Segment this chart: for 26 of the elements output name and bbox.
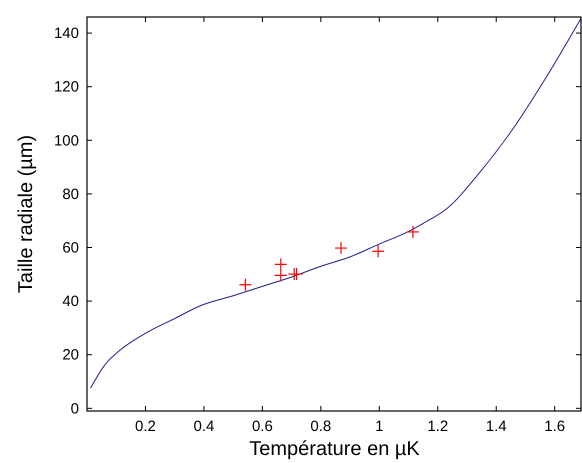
point	[372, 244, 385, 258]
point	[274, 268, 288, 282]
y-tick-label: 140	[54, 25, 79, 42]
y-tick-label: 40	[62, 293, 79, 310]
x-tick-label: 0.8	[310, 418, 332, 435]
y-tick-label: 80	[62, 186, 79, 203]
x-tick-label: 1	[375, 418, 384, 435]
x-tick-label: 0.2	[135, 418, 156, 435]
x-tick-label: 0.4	[193, 418, 214, 435]
x-tick-label: 1.6	[544, 418, 566, 435]
point	[274, 258, 288, 271]
y-tick-label: 0	[70, 400, 79, 418]
y-tick-label: 60	[62, 240, 79, 257]
line-series	[90, 18, 582, 389]
point	[238, 278, 252, 292]
y-tick-label: 100	[54, 132, 79, 150]
x-axis-title: Température en µK	[249, 438, 420, 460]
point	[334, 241, 348, 255]
point	[406, 225, 420, 239]
y-tick-label: 20	[62, 346, 79, 364]
x-tick-label: 0.6	[252, 418, 273, 435]
x-tick-label: 1.2	[427, 418, 448, 435]
y-tick-label: 120	[54, 78, 79, 96]
point	[290, 267, 304, 281]
x-tick-label: 1.4	[486, 418, 507, 435]
y-axis-title: Taille radiale (µm)	[15, 134, 37, 294]
